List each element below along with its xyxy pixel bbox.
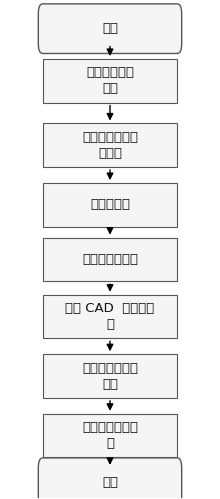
Text: 基于形状的模板
匹配: 基于形状的模板 匹配 bbox=[82, 362, 138, 391]
Text: 相机内外参数
标定: 相机内外参数 标定 bbox=[86, 66, 134, 95]
Text: 结束: 结束 bbox=[102, 476, 118, 489]
FancyBboxPatch shape bbox=[43, 59, 177, 103]
FancyBboxPatch shape bbox=[43, 414, 177, 458]
Text: 误差分析输出结
果: 误差分析输出结 果 bbox=[82, 421, 138, 450]
FancyBboxPatch shape bbox=[38, 4, 182, 53]
Text: 定位被测物: 定位被测物 bbox=[90, 198, 130, 212]
Text: 导入 CAD  并创建模
板: 导入 CAD 并创建模 板 bbox=[65, 302, 155, 331]
Text: 点激光器获得深
度信息: 点激光器获得深 度信息 bbox=[82, 131, 138, 160]
FancyBboxPatch shape bbox=[43, 354, 177, 398]
FancyBboxPatch shape bbox=[38, 458, 182, 499]
FancyBboxPatch shape bbox=[43, 123, 177, 167]
FancyBboxPatch shape bbox=[43, 294, 177, 338]
FancyBboxPatch shape bbox=[43, 238, 177, 281]
Text: 开始: 开始 bbox=[102, 22, 118, 35]
Text: 亚像素边缘提取: 亚像素边缘提取 bbox=[82, 253, 138, 266]
FancyBboxPatch shape bbox=[43, 183, 177, 227]
